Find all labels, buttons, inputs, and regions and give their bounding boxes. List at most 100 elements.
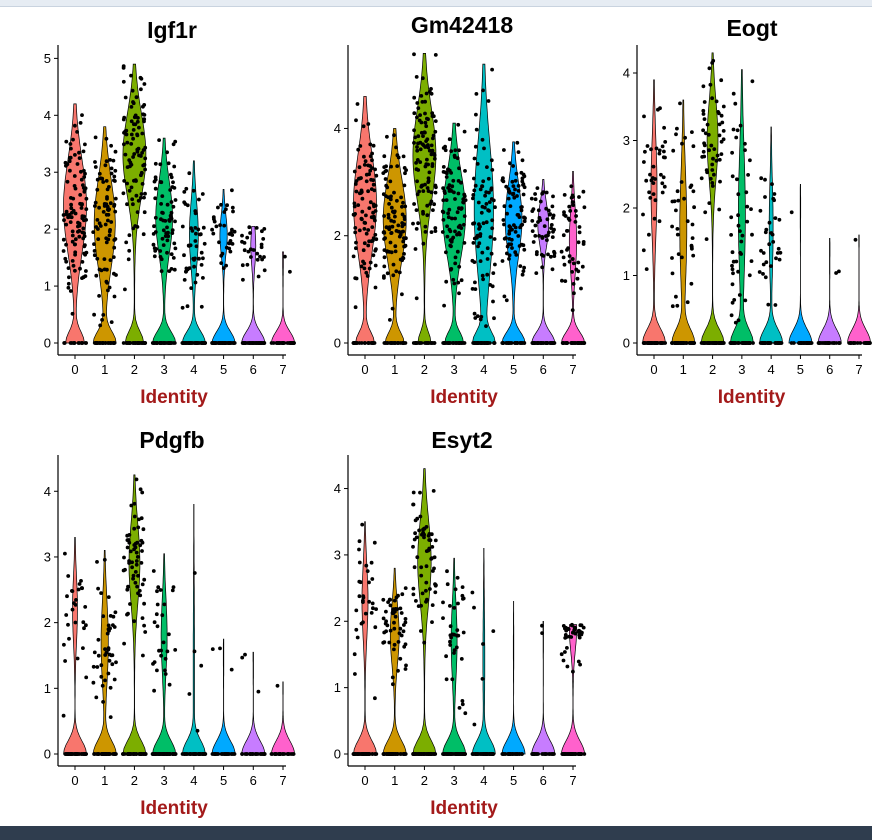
cell-point xyxy=(460,585,465,589)
cell-point xyxy=(230,227,234,232)
cell-point xyxy=(427,538,432,542)
cell-point xyxy=(751,341,755,345)
cell-point xyxy=(567,204,572,209)
cell-point xyxy=(661,155,666,160)
cell-point xyxy=(645,144,650,148)
cell-point xyxy=(170,228,175,233)
panel-title: Pdgfb xyxy=(139,427,204,453)
cell-point xyxy=(138,487,143,492)
cell-point xyxy=(125,140,130,145)
x-tick-label: 7 xyxy=(569,773,576,788)
cell-point xyxy=(447,137,452,142)
cell-point xyxy=(433,590,438,595)
cell-point xyxy=(653,198,658,203)
cell-point xyxy=(430,620,434,624)
cell-point xyxy=(712,172,716,177)
cell-point xyxy=(480,273,485,278)
cell-point xyxy=(382,752,387,756)
cell-point xyxy=(367,206,372,211)
cell-point xyxy=(400,212,405,217)
cell-point xyxy=(373,232,378,237)
cell-point xyxy=(127,540,132,545)
cell-point xyxy=(361,594,366,598)
cell-point xyxy=(491,198,496,203)
cell-point xyxy=(507,257,511,261)
cell-point xyxy=(403,171,407,176)
cell-point xyxy=(423,111,427,116)
cell-point xyxy=(103,163,108,168)
cell-point xyxy=(366,243,371,248)
cell-point xyxy=(707,66,712,71)
cell-point xyxy=(111,614,116,619)
cell-point xyxy=(478,232,483,236)
cell-point xyxy=(491,629,496,633)
y-tick-label: 2 xyxy=(334,228,341,243)
cell-point xyxy=(573,752,578,756)
cell-point xyxy=(106,627,111,632)
x-tick-label: 2 xyxy=(131,773,138,788)
cell-point xyxy=(108,158,112,162)
cell-point xyxy=(433,582,437,586)
cell-point xyxy=(396,668,400,673)
cell-point xyxy=(489,251,494,256)
cell-point xyxy=(189,752,193,756)
cell-point xyxy=(68,220,73,225)
cell-point xyxy=(510,179,515,184)
cell-point xyxy=(91,230,96,235)
cell-point xyxy=(387,202,391,206)
cell-point xyxy=(475,752,480,756)
cell-point xyxy=(66,213,71,218)
cell-point xyxy=(452,281,457,286)
cell-point xyxy=(540,631,544,635)
cell-point xyxy=(699,176,704,181)
cell-point xyxy=(104,179,109,183)
cell-point xyxy=(747,273,752,278)
cell-point xyxy=(121,64,126,68)
cell-point xyxy=(484,752,488,756)
cell-point xyxy=(448,624,453,629)
cell-point xyxy=(137,752,142,756)
cell-point xyxy=(704,168,709,173)
cell-point xyxy=(641,212,645,217)
violin-cluster-3 xyxy=(442,557,466,755)
cell-point xyxy=(474,127,479,132)
cell-point xyxy=(160,194,165,199)
cell-point xyxy=(731,259,736,264)
cell-point xyxy=(506,196,511,201)
cell-point xyxy=(224,207,228,212)
cell-point xyxy=(71,137,75,142)
cell-point xyxy=(384,164,388,169)
cell-point xyxy=(191,188,196,193)
cell-point xyxy=(433,119,438,123)
cell-point xyxy=(515,194,519,198)
x-axis-label: Identity xyxy=(718,387,786,408)
y-tick-label: 4 xyxy=(44,108,51,123)
cell-point xyxy=(70,239,75,244)
cell-point xyxy=(548,341,552,345)
cell-point xyxy=(651,176,655,180)
window-top-bar xyxy=(0,0,872,7)
cell-point xyxy=(520,341,524,345)
cell-point xyxy=(480,677,485,681)
cell-point xyxy=(244,752,249,756)
cell-point xyxy=(353,230,358,235)
cell-point xyxy=(193,280,198,285)
cell-point xyxy=(275,683,280,688)
cell-point xyxy=(124,128,129,133)
cell-point xyxy=(201,752,206,756)
cell-point xyxy=(356,147,361,152)
cell-point xyxy=(421,134,425,139)
cell-point xyxy=(508,191,512,195)
cell-point xyxy=(706,132,711,137)
cell-point xyxy=(456,601,460,606)
panel-title: Gm42418 xyxy=(411,12,514,38)
cell-point xyxy=(651,164,656,169)
y-tick-label: 1 xyxy=(334,680,341,695)
cell-point xyxy=(457,264,462,269)
cell-point xyxy=(573,220,578,224)
cell-point xyxy=(479,210,484,215)
cell-point xyxy=(125,612,129,617)
cell-point xyxy=(750,232,754,237)
cell-point xyxy=(224,263,229,268)
cell-point xyxy=(81,620,86,625)
